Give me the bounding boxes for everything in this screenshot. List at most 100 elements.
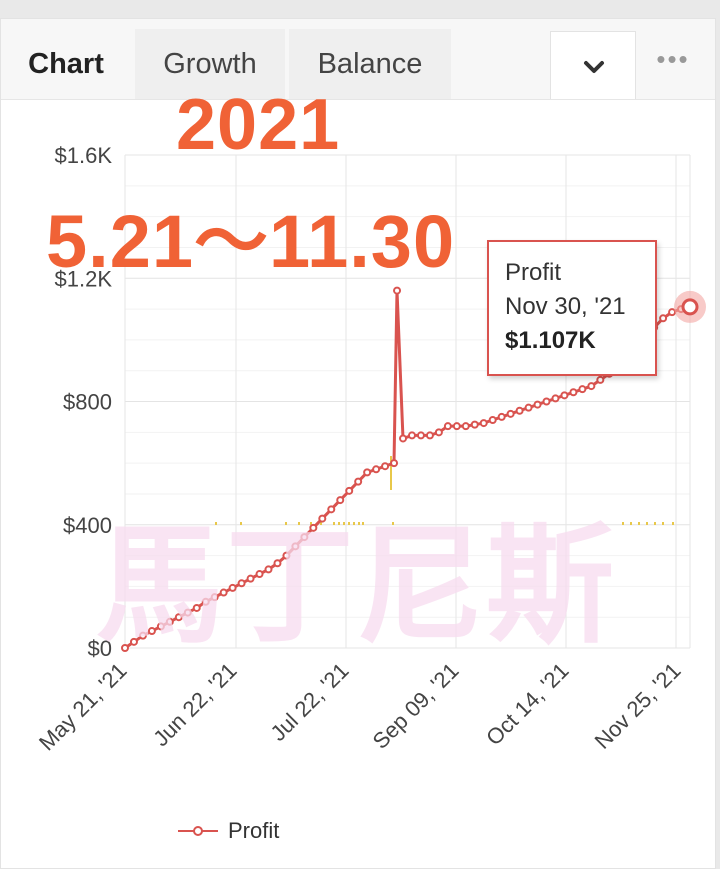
volume-bar bbox=[362, 522, 364, 525]
volume-bar bbox=[338, 522, 340, 525]
watermark: 馬丁尼斯 bbox=[96, 515, 617, 658]
data-point bbox=[488, 415, 497, 424]
y-axis-ticks: $0 $400 $800 $1.2K $1.6K bbox=[55, 143, 113, 661]
data-point bbox=[452, 422, 461, 431]
volume-bar bbox=[622, 522, 624, 525]
data-point bbox=[393, 286, 402, 295]
hover-marker bbox=[681, 298, 699, 316]
data-point bbox=[372, 465, 381, 474]
volume-bar bbox=[285, 522, 287, 525]
volume-bar bbox=[333, 522, 335, 525]
data-point bbox=[174, 613, 183, 622]
x-tick-label: Sep 09, '21 bbox=[368, 658, 464, 754]
data-point bbox=[434, 428, 443, 437]
volume-bar bbox=[390, 456, 392, 490]
y-tick-label: $1.2K bbox=[55, 266, 113, 291]
tab-balance[interactable]: Balance bbox=[289, 29, 451, 99]
data-point bbox=[201, 597, 210, 606]
data-point bbox=[470, 420, 479, 429]
y-tick-label: $1.6K bbox=[55, 143, 113, 168]
data-point bbox=[219, 588, 228, 597]
x-tick-label: Jul 22, '21 bbox=[265, 658, 353, 746]
data-point bbox=[129, 637, 138, 646]
data-point bbox=[587, 382, 596, 391]
data-point bbox=[300, 533, 309, 542]
volume-bar bbox=[672, 522, 674, 525]
data-point bbox=[524, 403, 533, 412]
x-tick-label: May 21, '21 bbox=[34, 658, 132, 756]
tooltip-series: Profit bbox=[505, 259, 562, 286]
volume-bar bbox=[646, 522, 648, 525]
data-point bbox=[668, 308, 677, 317]
x-tick-label: Jun 22, '21 bbox=[148, 658, 241, 751]
overlay-year: 2021 bbox=[176, 85, 341, 165]
data-point bbox=[264, 565, 273, 574]
volume-bar bbox=[298, 522, 300, 525]
data-point bbox=[578, 385, 587, 394]
y-tick-label: $0 bbox=[88, 636, 112, 661]
data-point bbox=[596, 375, 605, 384]
data-point bbox=[121, 644, 129, 652]
legend-marker bbox=[193, 826, 203, 836]
volume-bar bbox=[348, 522, 350, 525]
more-dots-icon[interactable]: ••• bbox=[656, 44, 690, 74]
data-point bbox=[407, 431, 416, 440]
tab-growth[interactable]: Growth bbox=[135, 29, 285, 99]
y-tick-label: $800 bbox=[63, 390, 112, 415]
data-point bbox=[228, 583, 237, 592]
overlay-date-range: 5.21～11.30 bbox=[46, 200, 456, 283]
data-point bbox=[183, 608, 192, 617]
volume-bar bbox=[392, 522, 394, 525]
data-point bbox=[390, 459, 399, 468]
data-point bbox=[425, 431, 434, 440]
volume-bar bbox=[358, 522, 360, 525]
data-point bbox=[282, 551, 291, 560]
data-point bbox=[533, 400, 542, 409]
volume-bars bbox=[215, 456, 674, 525]
dropdown-button[interactable] bbox=[550, 31, 636, 99]
data-point bbox=[318, 514, 327, 523]
data-point bbox=[659, 314, 668, 323]
volume-bar bbox=[654, 522, 656, 525]
data-point bbox=[551, 394, 560, 403]
data-point bbox=[273, 559, 282, 568]
data-point bbox=[497, 412, 506, 421]
data-point bbox=[542, 397, 551, 406]
data-point bbox=[210, 593, 219, 602]
data-point bbox=[138, 631, 147, 640]
data-point bbox=[147, 627, 156, 636]
data-point bbox=[192, 603, 201, 612]
data-point bbox=[255, 570, 264, 579]
data-point bbox=[443, 422, 452, 431]
volume-bar bbox=[343, 522, 345, 525]
data-point bbox=[569, 388, 578, 397]
volume-bar bbox=[662, 522, 664, 525]
chart-card: Chart Growth Balance ••• bbox=[0, 18, 716, 869]
data-point bbox=[336, 496, 345, 505]
data-point bbox=[506, 409, 515, 418]
x-axis-ticks: May 21, '21 Jun 22, '21 Jul 22, '21 Sep 09,… bbox=[34, 658, 686, 756]
data-point bbox=[354, 477, 363, 486]
data-point bbox=[560, 391, 569, 400]
tooltip-date: Nov 30, '21 bbox=[505, 293, 626, 320]
volume-bar bbox=[215, 522, 217, 525]
tab-chart[interactable]: Chart bbox=[1, 29, 131, 99]
volume-bar bbox=[310, 522, 312, 525]
legend-label: Profit bbox=[228, 818, 280, 843]
data-point bbox=[309, 523, 318, 532]
data-point bbox=[165, 617, 174, 626]
data-point bbox=[461, 422, 470, 431]
data-point bbox=[416, 431, 425, 440]
data-point bbox=[327, 505, 336, 514]
tooltip-value: $1.107K bbox=[505, 327, 596, 354]
volume-bar bbox=[240, 522, 242, 525]
data-point bbox=[515, 406, 524, 415]
data-point bbox=[479, 419, 488, 428]
data-point bbox=[291, 542, 300, 551]
chevron-down-icon bbox=[584, 61, 604, 73]
volume-bar bbox=[630, 522, 632, 525]
tooltip: Profit Nov 30, '21 $1.107K bbox=[487, 240, 657, 376]
tab-bar: Chart Growth Balance ••• bbox=[1, 19, 715, 100]
volume-bar bbox=[638, 522, 640, 525]
